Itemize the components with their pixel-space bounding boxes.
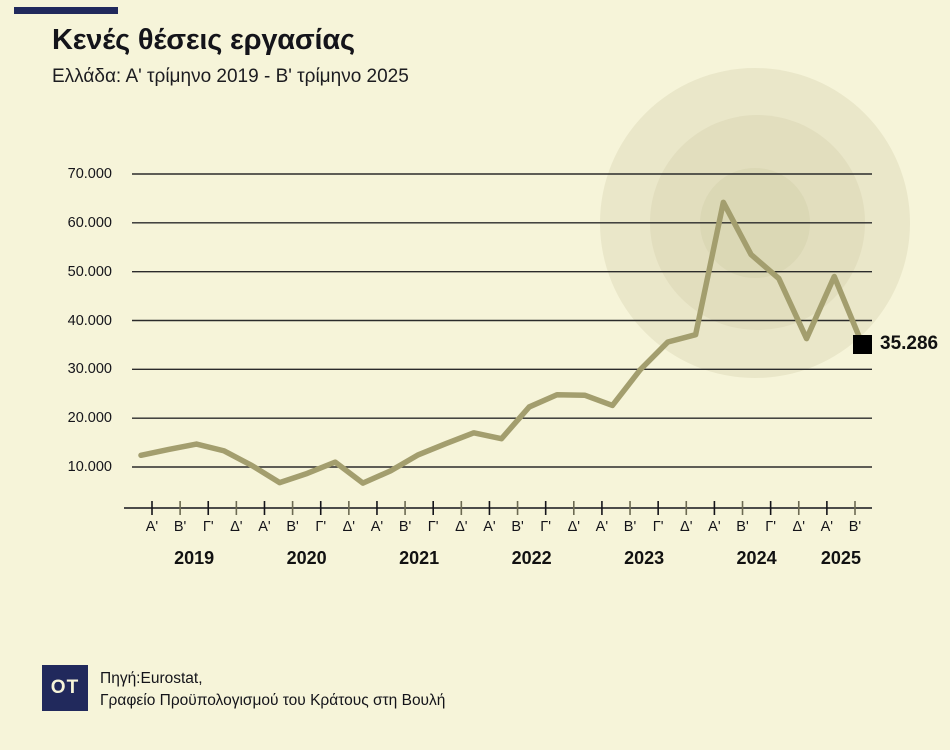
x-axis-quarter-label: Γ' <box>765 519 776 535</box>
x-axis-quarter-label: Δ' <box>567 519 581 535</box>
ot-logo: ΟΤ <box>42 665 88 711</box>
x-axis-quarter-label: Β' <box>286 519 299 535</box>
y-axis-tick-label: 50.000 <box>67 263 112 280</box>
x-axis-quarter-label: Δ' <box>455 519 468 535</box>
x-axis-quarter-label: Β' <box>173 519 187 535</box>
x-axis-quarter-label: Δ' <box>680 519 693 535</box>
x-axis-quarter-label: Α' <box>595 519 609 535</box>
x-axis-quarter-label: Γ' <box>315 519 327 535</box>
x-axis-quarter-label: Β' <box>511 519 524 535</box>
y-axis-tick-label: 70.000 <box>67 166 112 182</box>
x-axis-quarter-label: Β' <box>848 519 862 535</box>
y-axis-tick-label: 60.000 <box>67 214 112 231</box>
x-axis-quarter-label: Δ' <box>792 519 805 535</box>
x-axis-year-label: 2019 <box>174 548 215 568</box>
page-title: Κενές θέσεις εργασίας <box>52 24 355 56</box>
x-axis-year-label: 2021 <box>399 548 440 568</box>
x-axis-quarter-label: Α' <box>708 519 721 535</box>
x-axis-quarter-label: Β' <box>736 519 749 535</box>
x-axis-year-label: 2020 <box>286 548 327 568</box>
x-axis-quarter-label: Γ' <box>652 519 664 535</box>
y-axis-tick-label: 20.000 <box>67 410 112 427</box>
y-axis-tick-label: 30.000 <box>67 361 112 378</box>
x-axis-quarter-label: Α' <box>145 519 159 535</box>
y-axis-tick-label: 40.000 <box>67 312 112 329</box>
x-axis-quarter-label: Δ' <box>342 519 356 535</box>
source-line-1: Πηγή:Eurostat, <box>100 670 203 687</box>
final-value-marker <box>853 334 872 354</box>
source-note: Πηγή:Eurostat, Γραφείο Προϋπολογισμού το… <box>100 668 445 713</box>
x-axis-quarter-label: Α' <box>820 519 834 535</box>
x-axis-quarter-label: Α' <box>370 519 384 535</box>
y-axis-tick-label: 10.000 <box>67 459 112 475</box>
x-axis-quarter-label: Δ' <box>230 519 243 535</box>
final-value-label: 35.286 <box>880 332 939 354</box>
source-line-2: Γραφείο Προϋπολογισμού του Κράτους στη Β… <box>100 692 446 710</box>
x-axis-quarter-label: Γ' <box>540 519 552 535</box>
page-subtitle: Ελλάδα: Α' τρίμηνο 2019 - Β' τρίμηνο 202… <box>52 66 409 87</box>
x-axis-quarter-label: Β' <box>623 519 637 535</box>
x-axis-year-label: 2022 <box>511 548 552 568</box>
top-accent-rule <box>14 7 118 14</box>
x-axis-quarter-label: Α' <box>258 519 271 535</box>
data-series-line <box>138 199 865 486</box>
x-axis-quarter-label: Β' <box>398 519 412 535</box>
x-axis-quarter-label: Γ' <box>202 519 214 535</box>
x-axis-year-label: 2023 <box>624 548 665 568</box>
x-axis-quarter-label: Α' <box>483 519 496 535</box>
x-axis-year-label: 2024 <box>736 548 777 568</box>
x-axis-year-label: 2025 <box>820 548 861 568</box>
x-axis-quarter-label: Γ' <box>427 519 439 535</box>
